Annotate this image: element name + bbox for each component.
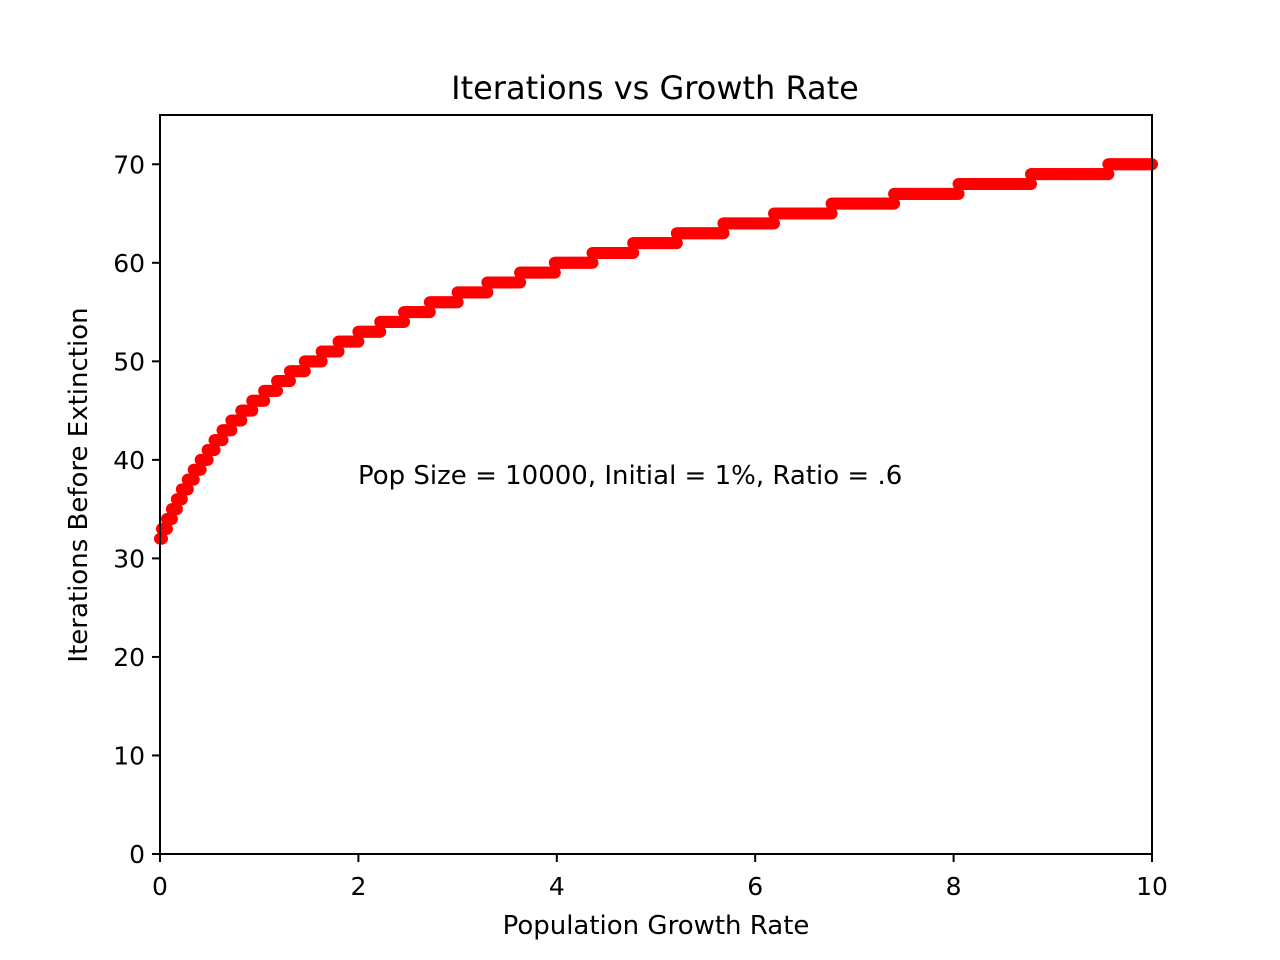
y-tick-label: 0 [129, 840, 145, 869]
data-point [201, 453, 214, 466]
data-point [165, 512, 178, 525]
y-tick-label: 60 [113, 249, 145, 278]
data-point [481, 286, 494, 299]
x-tick-label: 6 [747, 872, 763, 901]
data-point [315, 355, 328, 368]
y-tick-label: 70 [113, 150, 145, 179]
data-point [298, 365, 311, 378]
data-point [548, 266, 561, 279]
data-point [952, 187, 965, 200]
data-point [225, 424, 238, 437]
x-tick-label: 8 [946, 872, 962, 901]
data-point [627, 246, 640, 259]
data-point [332, 345, 345, 358]
data-point [398, 315, 411, 328]
data-point [235, 414, 248, 427]
x-tick-label: 2 [350, 872, 366, 901]
data-point [888, 197, 901, 210]
data-point [187, 473, 200, 486]
data-point [208, 444, 221, 457]
x-tick-label: 10 [1136, 872, 1168, 901]
data-point [194, 463, 207, 476]
data-point [670, 237, 683, 250]
x-tick-label: 4 [549, 872, 565, 901]
data-point [175, 493, 188, 506]
y-tick-label: 50 [113, 347, 145, 376]
chart-title: Iterations vs Growth Rate [451, 69, 859, 107]
data-point [825, 207, 838, 220]
data-point [170, 503, 183, 516]
data-point [271, 384, 284, 397]
data-point [451, 296, 464, 309]
data-point [246, 404, 259, 417]
data-point [352, 335, 365, 348]
y-tick-label: 40 [113, 446, 145, 475]
y-tick-label: 20 [113, 643, 145, 672]
data-point [258, 394, 271, 407]
data-point [216, 434, 229, 447]
x-axis-label: Population Growth Rate [503, 911, 810, 941]
series-group [154, 158, 1158, 545]
y-axis-ticks: 0 10 20 30 40 50 60 70 [113, 150, 160, 869]
data-point [1024, 177, 1037, 190]
data-point [181, 483, 194, 496]
data-point [155, 532, 168, 545]
data-point [283, 375, 296, 388]
data-point [374, 325, 387, 338]
data-point [160, 522, 173, 535]
y-axis-label: Iterations Before Extinction [64, 307, 94, 662]
chart-annotation: Pop Size = 10000, Initial = 1%, Ratio = … [358, 461, 902, 491]
y-tick-label: 30 [113, 544, 145, 573]
x-tick-label: 0 [152, 872, 168, 901]
plot-area [154, 114, 1158, 855]
data-point [717, 227, 730, 240]
data-point [768, 217, 781, 230]
data-point [514, 276, 527, 289]
data-point [586, 256, 599, 269]
x-axis-ticks: 0 2 4 6 8 10 [152, 854, 1168, 901]
data-point [423, 306, 436, 319]
y-tick-label: 10 [113, 741, 145, 770]
axes-frame [159, 114, 1153, 855]
data-point [1102, 168, 1115, 181]
